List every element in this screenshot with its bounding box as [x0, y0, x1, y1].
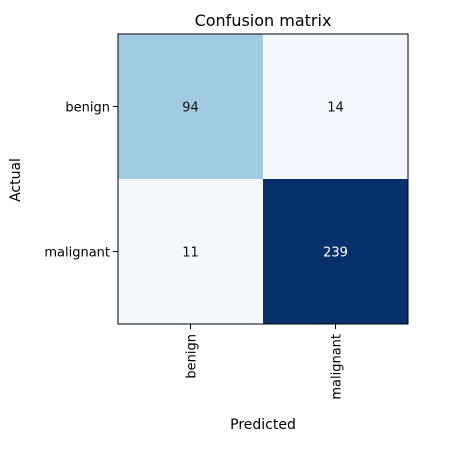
heatmap-cell-0-0: [118, 34, 263, 179]
heatmap-cell-0-1: [263, 34, 408, 179]
cell-value-0-0: 94: [182, 101, 199, 116]
axes-layer: benign malignant benign malignant: [44, 33, 409, 400]
heatmap-cell-1-0: [118, 179, 263, 324]
y-axis-label: Actual: [8, 158, 24, 202]
y-tick-label-1: malignant: [44, 246, 110, 261]
x-axis-label: Predicted: [230, 417, 296, 433]
x-tick-label-1: malignant: [330, 334, 345, 400]
x-tick-label-0: benign: [185, 334, 200, 379]
y-tick-label-0: benign: [65, 101, 110, 116]
cell-value-1-0: 11: [182, 246, 199, 261]
heatmap-cells-layer: 94 14 11 239: [118, 34, 408, 324]
heatmap-cell-1-1: [263, 179, 408, 324]
cell-value-0-1: 14: [327, 101, 344, 116]
chart-title: Confusion matrix: [195, 11, 332, 30]
cell-value-1-1: 239: [323, 246, 348, 261]
plot-frame: [117, 33, 409, 325]
